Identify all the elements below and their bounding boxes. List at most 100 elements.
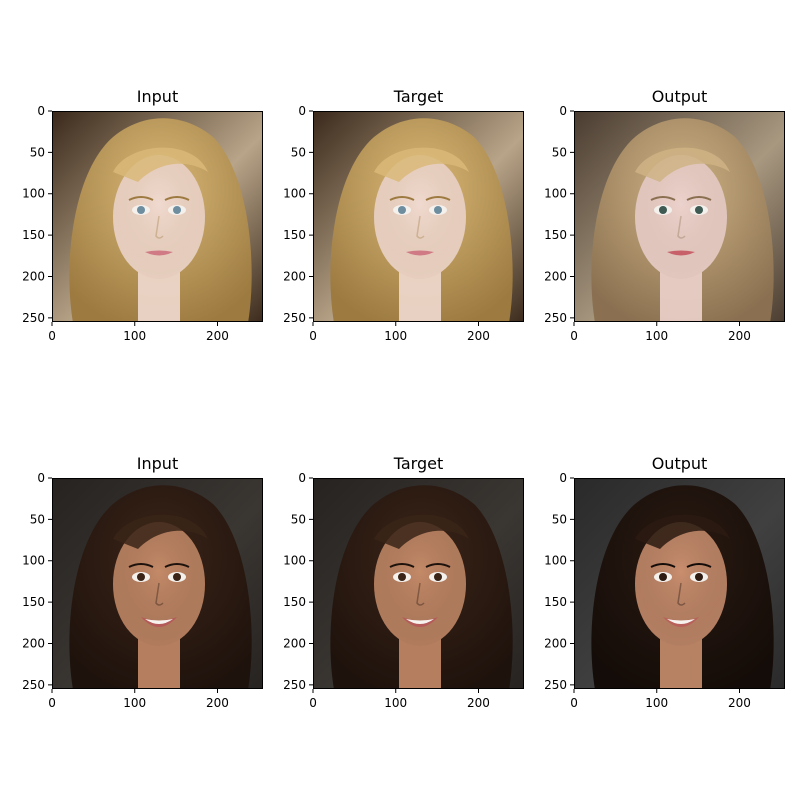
y-tick-label: 200 — [544, 636, 567, 650]
x-tick-label: 200 — [467, 696, 490, 710]
panel-title: Target — [393, 454, 444, 473]
x-tick-label: 100 — [123, 696, 146, 710]
y-tick-label: 50 — [30, 145, 45, 159]
panel-title: Output — [651, 454, 708, 473]
x-tick-label: 200 — [467, 329, 490, 343]
panel-target-row2: Target 0 100 200 0 50 100 150 200 250 — [283, 454, 524, 710]
face-image — [53, 112, 262, 321]
y-tick-label: 200 — [544, 269, 567, 283]
left-brow — [389, 563, 415, 568]
face-image — [53, 479, 262, 688]
y-tick-label: 100 — [283, 187, 306, 201]
image-frame — [574, 478, 785, 689]
y-tick-label: 100 — [22, 554, 45, 568]
bangs-shape — [635, 147, 730, 182]
face-image — [575, 112, 784, 321]
left-brow — [389, 196, 415, 201]
mouth-shape — [406, 250, 434, 256]
x-tick-label: 0 — [570, 329, 578, 343]
axes: 0 100 200 0 50 100 150 200 250 — [544, 471, 751, 710]
image-frame — [52, 111, 263, 322]
y-tick-label: 50 — [552, 145, 567, 159]
image-frame — [574, 111, 785, 322]
right-iris — [434, 573, 442, 581]
panel-input-row2: Input 0 100 200 0 50 100 150 200 250 — [22, 454, 263, 710]
axes: 0 100 200 0 50 100 150 200 250 — [22, 471, 229, 710]
bangs-shape — [635, 514, 730, 549]
left-brow — [650, 563, 676, 568]
face-shading — [113, 522, 205, 646]
y-tick-label: 250 — [283, 678, 306, 692]
face-image — [314, 112, 523, 321]
x-tick-label: 200 — [206, 329, 229, 343]
panel-output-row1: Output 0 100 200 0 50 100 150 200 250 — [544, 87, 785, 343]
face-shading — [113, 155, 205, 279]
y-tick-label: 100 — [544, 187, 567, 201]
y-tick-label: 150 — [544, 228, 567, 242]
y-tick-label: 50 — [291, 145, 306, 159]
y-tick-label: 150 — [22, 228, 45, 242]
panel-input-row1: Input 0 100 200 0 50 100 150 200 250 — [22, 87, 263, 343]
right-brow — [686, 196, 712, 201]
x-tick-label: 0 — [48, 329, 56, 343]
nose-line — [416, 215, 425, 239]
y-tick-label: 200 — [283, 636, 306, 650]
axes: 0 100 200 0 50 100 150 200 250 — [283, 471, 490, 710]
x-tick-label: 200 — [728, 696, 751, 710]
y-tick-label: 200 — [22, 269, 45, 283]
left-iris — [398, 206, 406, 214]
panel-title: Target — [393, 87, 444, 106]
y-tick-label: 250 — [283, 311, 306, 325]
right-brow — [425, 563, 451, 568]
panel-title: Output — [651, 87, 708, 106]
right-brow — [164, 563, 190, 568]
left-brow — [128, 563, 154, 568]
nose-line — [155, 582, 164, 606]
face-shading — [635, 522, 727, 646]
left-iris — [659, 206, 667, 214]
x-tick-label: 0 — [309, 696, 317, 710]
right-brow — [164, 196, 190, 201]
bangs-shape — [374, 147, 469, 182]
x-tick-label: 100 — [645, 329, 668, 343]
bangs-shape — [374, 514, 469, 549]
mouth-shape — [145, 250, 173, 256]
panel-title: Input — [136, 454, 179, 473]
y-tick-label: 200 — [22, 636, 45, 650]
panel-output-row2: Output 0 100 200 0 50 100 150 200 250 — [544, 454, 785, 710]
panel-title: Input — [136, 87, 179, 106]
y-tick-label: 50 — [552, 512, 567, 526]
face-image — [314, 479, 523, 688]
right-iris — [695, 573, 703, 581]
right-iris — [434, 206, 442, 214]
left-brow — [650, 196, 676, 201]
axes: 0 100 200 0 50 100 150 200 250 — [283, 104, 490, 343]
image-frame — [313, 111, 524, 322]
left-iris — [398, 573, 406, 581]
face-image — [575, 479, 784, 688]
image-frame — [313, 478, 524, 689]
y-tick-label: 150 — [22, 595, 45, 609]
face-shading — [374, 522, 466, 646]
y-tick-label: 0 — [37, 471, 45, 485]
y-tick-label: 250 — [544, 678, 567, 692]
x-tick-label: 100 — [384, 696, 407, 710]
mouth-shape — [667, 250, 695, 256]
y-tick-label: 200 — [283, 269, 306, 283]
y-tick-label: 0 — [559, 471, 567, 485]
left-iris — [137, 206, 145, 214]
bangs-shape — [113, 514, 208, 549]
x-tick-label: 200 — [728, 329, 751, 343]
x-tick-label: 0 — [48, 696, 56, 710]
y-tick-label: 250 — [544, 311, 567, 325]
y-tick-label: 0 — [298, 104, 306, 118]
panel-target-row1: Target 0 100 200 0 50 100 150 200 250 — [283, 87, 524, 343]
nose-line — [677, 582, 686, 606]
image-frame — [52, 478, 263, 689]
y-tick-label: 100 — [544, 554, 567, 568]
left-brow — [128, 196, 154, 201]
x-tick-label: 100 — [645, 696, 668, 710]
y-tick-label: 150 — [283, 228, 306, 242]
y-tick-label: 100 — [22, 187, 45, 201]
